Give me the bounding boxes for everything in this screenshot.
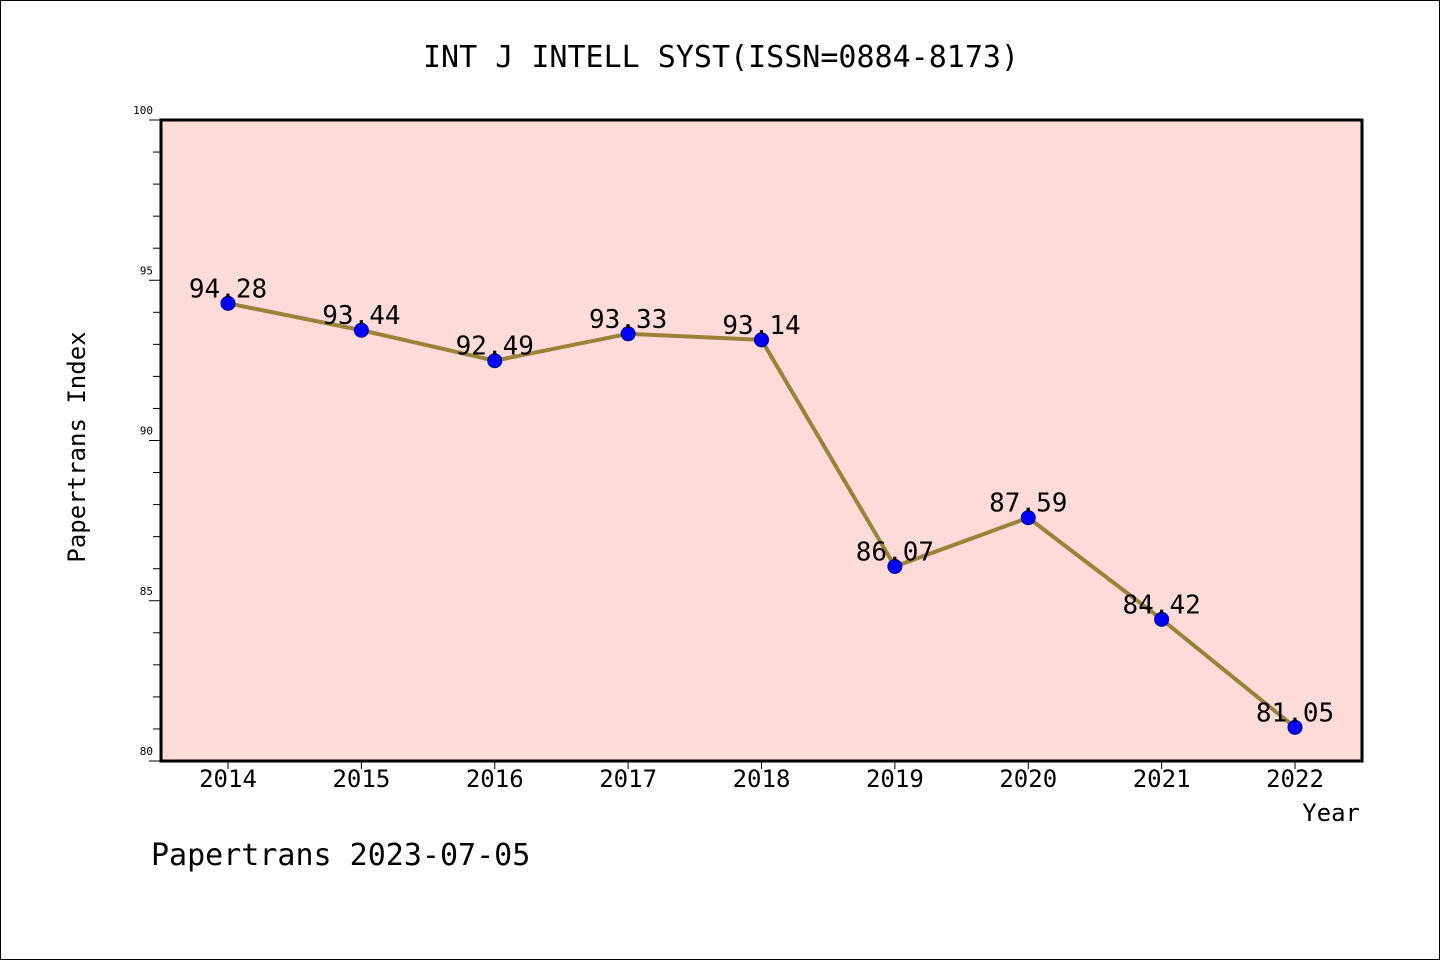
x-axis: 2014 2015 2016 2017 2018 2019 2020 2021 2022 [199,761,1324,793]
x-tick-label: 2015 [332,765,390,793]
data-point [1154,611,1170,627]
x-tick-label: 2017 [599,765,657,793]
data-label: 94.28 [189,274,267,304]
data-label: 84.42 [1122,590,1200,620]
data-point [754,332,769,348]
data-labels: 94.28 93.44 92.49 93.33 93.14 86.07 87.59 84.42… [189,274,1334,728]
x-tick-label: 2016 [466,765,524,793]
y-tick-label: 80 [140,745,153,758]
data-point [487,353,503,369]
data-point [887,558,903,574]
x-tick-label: 2019 [866,765,924,793]
y-tick-label: 95 [140,264,153,277]
data-label: 81.05 [1256,698,1334,728]
x-tick-label: 2014 [199,765,257,793]
data-point [353,322,369,338]
data-label: 92.49 [456,332,534,362]
data-point [620,326,636,342]
x-tick-label: 2022 [1266,765,1324,793]
y-tick-label: 85 [140,585,153,598]
footer-credit: Papertrans 2023-07-05 [151,838,530,873]
data-label: 93.44 [322,301,400,331]
data-point [1020,510,1036,526]
data-label: 93.14 [722,311,800,341]
data-label: 86.07 [856,537,934,567]
data-series [220,295,1303,735]
x-tick-label: 2021 [1133,765,1191,793]
data-point [220,295,236,311]
plot-border [159,118,1364,763]
x-tick-label: 2018 [733,765,791,793]
chart-title: INT J INTELL SYST(ISSN=0884-8173) [423,40,1019,75]
data-label: 87.59 [989,489,1067,519]
x-tick-label: 2020 [999,765,1057,793]
data-point [1287,719,1303,735]
y-tick-label: 90 [140,425,153,438]
plot-area [161,120,1362,761]
y-axis-label: Papertrans Index [63,331,91,562]
data-label: 93.33 [589,305,667,335]
y-tick-label: 100 [133,104,153,117]
y-axis: 80 85 90 95 100 [133,104,161,762]
x-axis-label: Year [1302,799,1360,827]
